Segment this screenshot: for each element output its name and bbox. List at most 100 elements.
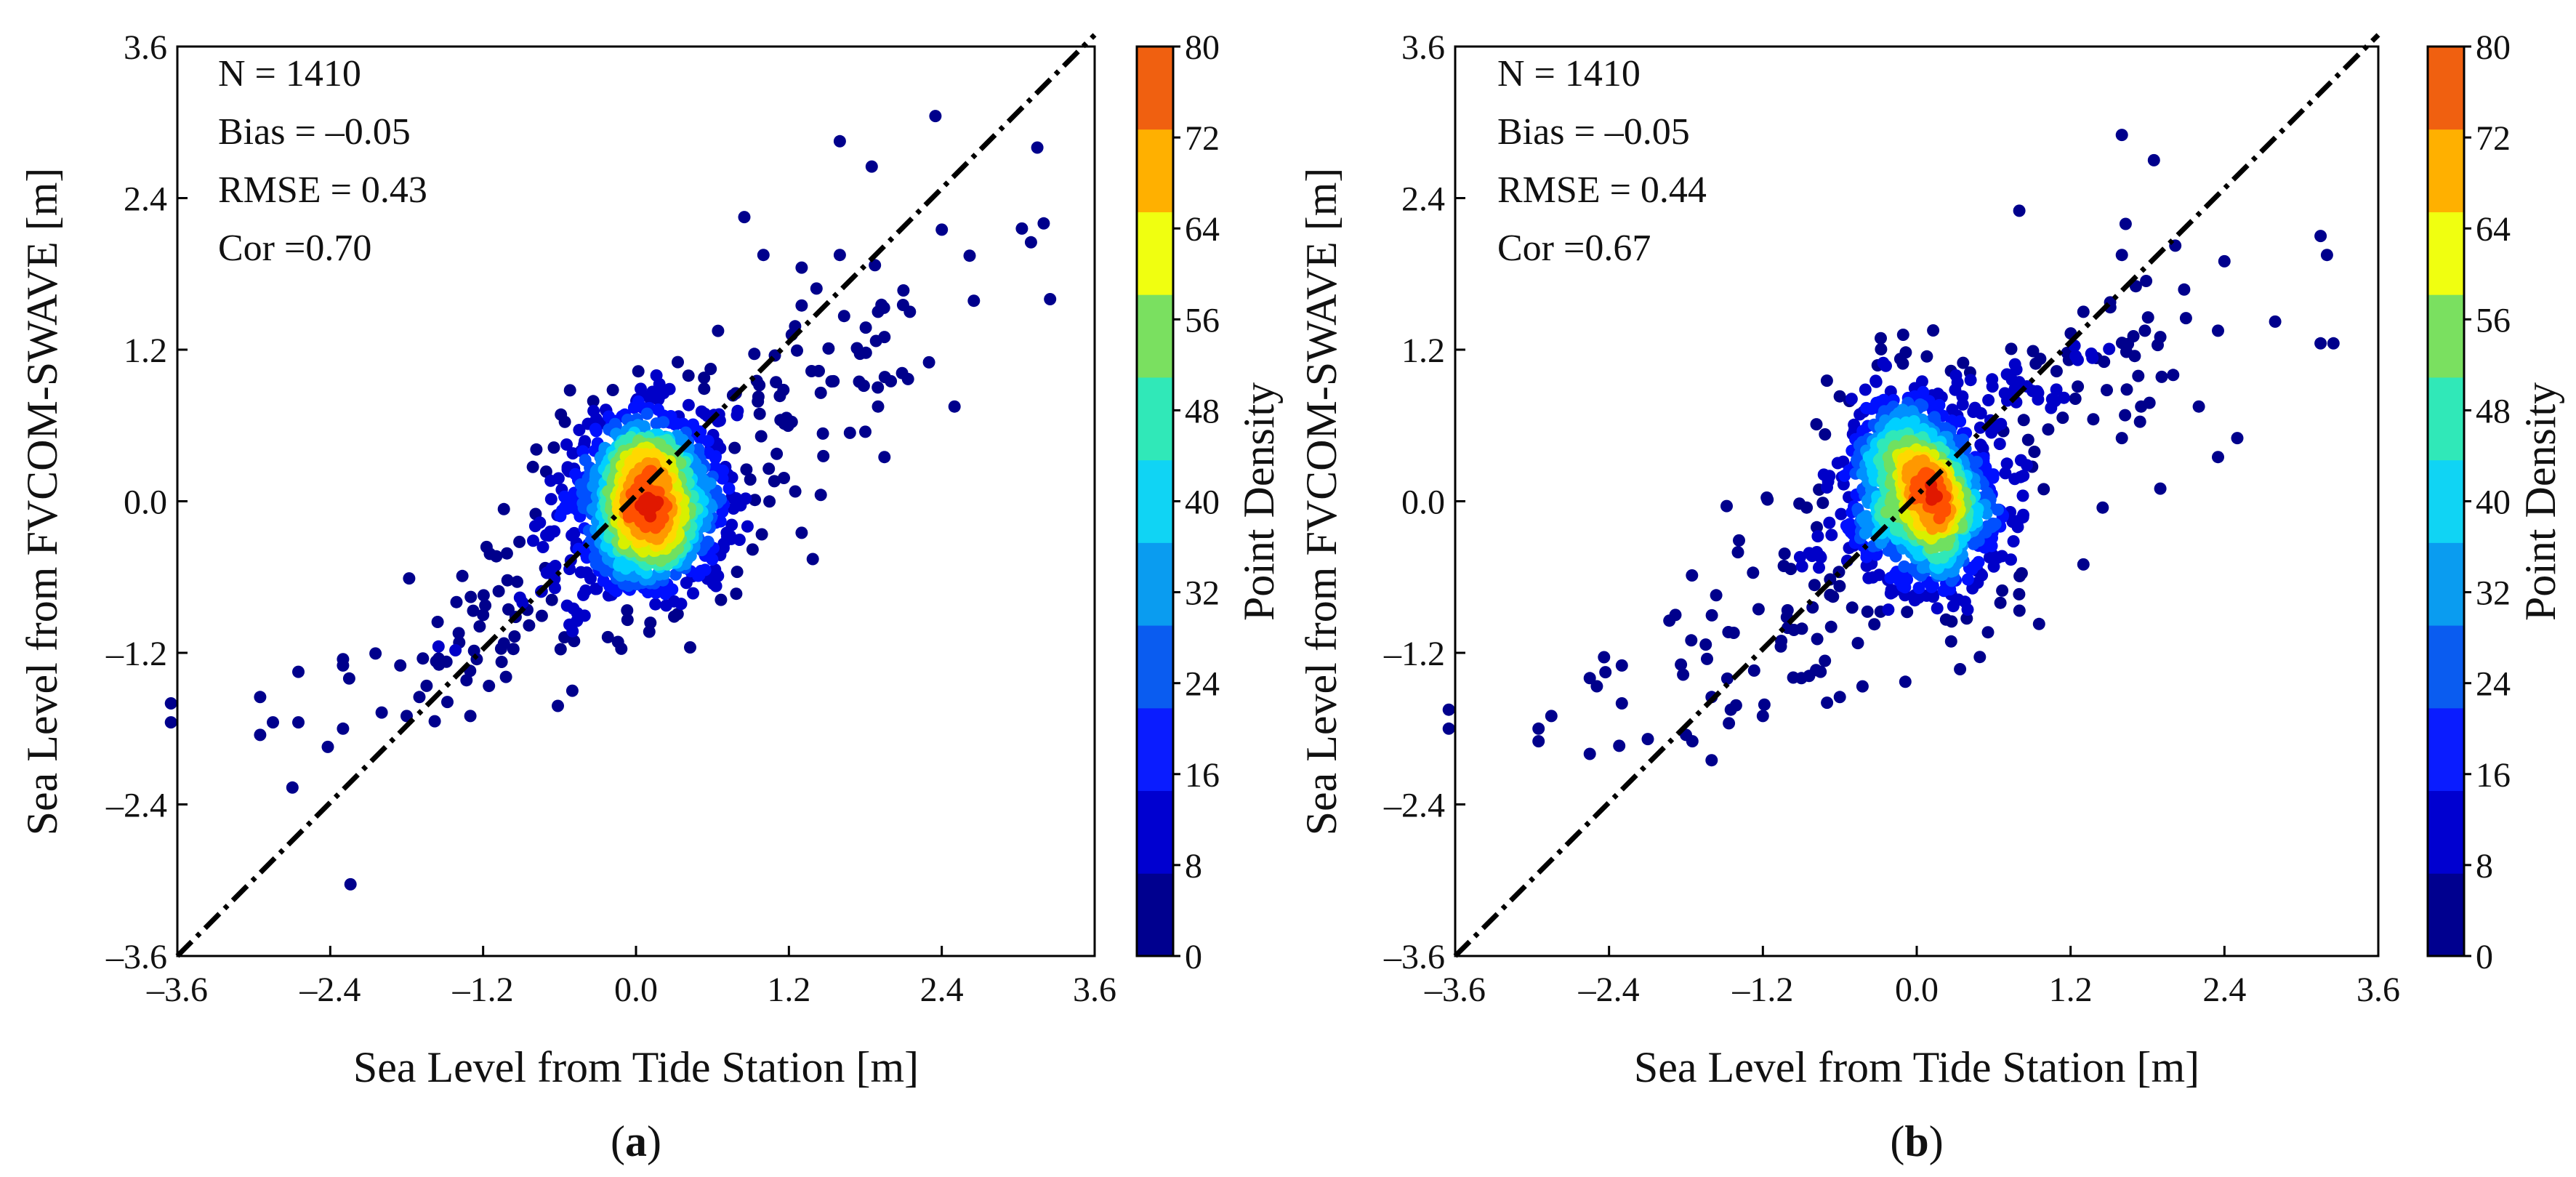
data-point — [2179, 312, 2192, 325]
data-point — [2010, 363, 2023, 376]
data-point — [640, 407, 653, 420]
data-point — [2119, 409, 2132, 422]
data-point — [872, 305, 885, 318]
data-point — [1945, 615, 1958, 628]
x-tick-label: 2.4 — [2202, 971, 2246, 1009]
data-point — [523, 619, 536, 632]
colorbar-tick-label: 72 — [1185, 119, 1220, 158]
data-point — [535, 609, 548, 622]
data-point — [814, 386, 827, 399]
data-point — [601, 630, 614, 643]
data-point — [2141, 311, 2154, 324]
data-point — [473, 620, 486, 633]
data-point — [2122, 337, 2135, 350]
data-point — [2128, 350, 2141, 363]
data-point — [850, 342, 864, 355]
data-point — [1875, 332, 1887, 345]
y-tick-label: –3.6 — [105, 938, 167, 976]
data-point — [1944, 635, 1957, 648]
data-point — [2212, 324, 2224, 337]
data-point — [499, 670, 512, 683]
data-point — [687, 587, 699, 600]
data-point — [1710, 589, 1723, 602]
data-point — [1869, 375, 1883, 388]
data-point — [810, 282, 823, 295]
data-point — [1758, 698, 1771, 711]
data-point — [682, 369, 695, 382]
data-point — [833, 249, 846, 262]
data-point — [1872, 569, 1885, 582]
data-point — [1851, 637, 1864, 650]
data-point — [715, 593, 728, 606]
data-point — [477, 589, 490, 602]
colorbar-tick-label: 80 — [2476, 28, 2511, 67]
data-point — [680, 577, 693, 590]
data-point — [1994, 596, 2007, 609]
data-point — [717, 537, 730, 550]
data-point — [573, 424, 586, 436]
data-point — [2138, 324, 2152, 337]
data-point — [566, 624, 579, 638]
data-point — [806, 553, 819, 566]
data-point — [1722, 626, 1735, 638]
x-axis-label-a: Sea Level from Tide Station [m] — [353, 1043, 919, 1091]
data-point — [1882, 603, 1895, 616]
data-point — [1545, 710, 1558, 723]
data-point — [2008, 473, 2021, 486]
colorbar-tick-label: 16 — [1185, 756, 1220, 795]
data-point — [534, 516, 547, 529]
data-point — [762, 462, 776, 475]
data-point — [1808, 579, 1821, 592]
data-point — [2031, 385, 2044, 398]
x-tick-label: –3.6 — [1424, 971, 1486, 1009]
data-point — [627, 401, 640, 414]
data-point — [1820, 374, 1833, 387]
data-point — [460, 674, 473, 687]
data-point — [480, 540, 493, 553]
data-point — [1936, 551, 1949, 564]
y-tick-label: –2.4 — [105, 787, 167, 825]
data-point — [817, 449, 830, 462]
data-point — [754, 430, 768, 443]
data-point — [1814, 665, 1827, 678]
data-point — [2178, 283, 2191, 296]
data-point — [565, 684, 579, 697]
colorbar-band — [2428, 459, 2464, 543]
data-point — [2006, 515, 2019, 529]
data-point — [1724, 703, 1737, 716]
data-point — [2050, 365, 2063, 378]
data-point — [698, 371, 711, 385]
data-point — [164, 716, 177, 729]
colorbar-band — [2428, 707, 2464, 792]
data-point — [795, 261, 808, 274]
data-point — [813, 364, 825, 377]
data-point — [2069, 350, 2082, 363]
data-point — [527, 534, 539, 547]
data-point — [1868, 618, 1881, 631]
data-point — [1686, 735, 1699, 748]
data-point — [768, 475, 781, 488]
colorbar-tick-label: 0 — [1185, 938, 1202, 976]
data-point — [1811, 632, 1824, 646]
x-tick-label: 0.0 — [614, 971, 658, 1009]
data-point — [1967, 406, 1980, 418]
colorbar-label-b: Point Density — [2516, 382, 2564, 621]
data-point — [1960, 612, 1973, 625]
data-point — [649, 598, 662, 611]
data-point — [589, 582, 602, 595]
data-point — [464, 710, 477, 723]
colorbar-tick-label: 40 — [2476, 483, 2511, 522]
data-point — [1837, 455, 1850, 468]
data-point — [785, 415, 798, 428]
data-point — [1615, 659, 1628, 672]
data-point — [490, 550, 503, 563]
data-point — [843, 426, 856, 439]
data-point — [1699, 638, 1712, 651]
data-point — [1925, 486, 1939, 499]
data-point — [1442, 703, 1455, 716]
data-point — [2218, 254, 2231, 268]
data-point — [511, 575, 523, 588]
data-point — [1532, 722, 1545, 735]
data-point — [895, 366, 909, 379]
stat-cor-a: Cor =0.70 — [218, 228, 371, 269]
